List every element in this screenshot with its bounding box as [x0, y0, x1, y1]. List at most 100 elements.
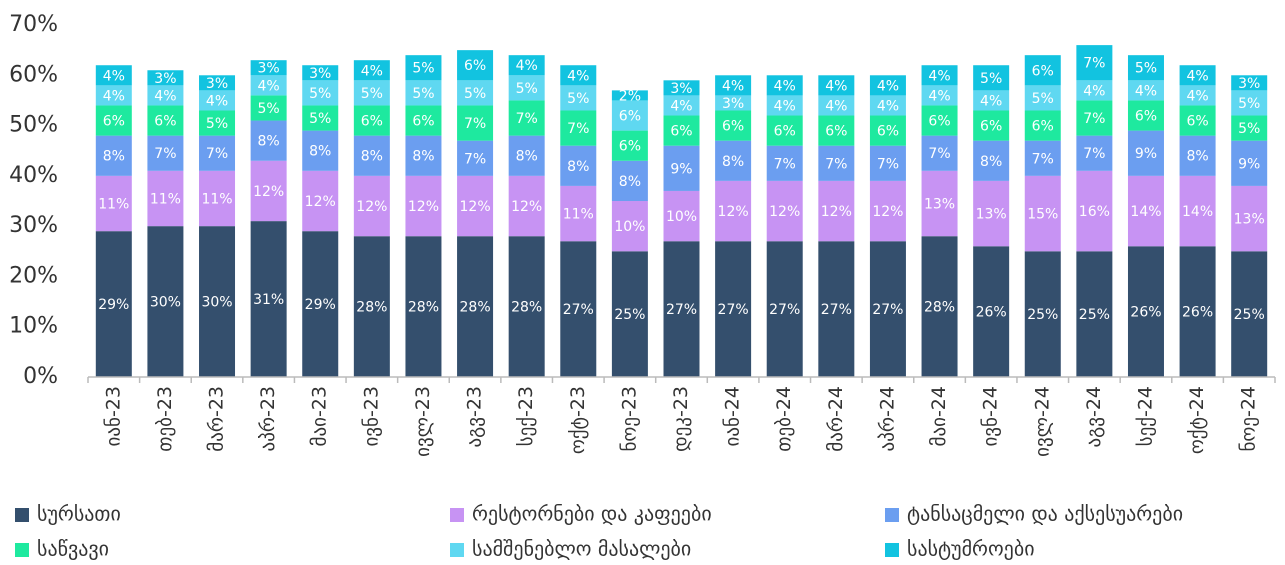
- value-label: 6%: [361, 114, 383, 130]
- x-tick-label: იან-23: [102, 386, 124, 446]
- bar-segment: [353, 236, 390, 377]
- value-label: 4%: [928, 88, 950, 104]
- bar-segment: [95, 85, 132, 106]
- value-label: 6%: [103, 114, 125, 130]
- x-tick-label: დეკ-23: [670, 386, 692, 452]
- value-label: 5%: [1135, 61, 1157, 77]
- value-label: 5%: [516, 81, 538, 97]
- bar-segment: [250, 160, 287, 222]
- bar-segment: [508, 175, 545, 237]
- bar-segment: [869, 145, 906, 181]
- x-tick-label: სექ-24: [1134, 386, 1156, 446]
- bar-segment: [199, 90, 236, 111]
- bar-segment: [715, 75, 752, 96]
- value-label: 6%: [1135, 109, 1157, 125]
- value-label: 4%: [877, 98, 899, 114]
- value-label: 11%: [98, 197, 129, 213]
- bar-segment: [818, 115, 855, 146]
- value-label: 7%: [928, 146, 950, 162]
- bar-segment: [560, 85, 597, 111]
- value-label: 4%: [825, 98, 847, 114]
- value-label: 7%: [877, 156, 899, 172]
- value-label: 13%: [976, 207, 1007, 223]
- value-label: 6%: [154, 114, 176, 130]
- bar-segment: [147, 226, 184, 377]
- value-label: 14%: [1182, 204, 1213, 220]
- value-label: 3%: [670, 81, 692, 97]
- bar-segment: [353, 175, 390, 237]
- x-tick-label: ოქტ-23: [567, 386, 589, 454]
- legend-label: ტანსაცმელი და აქსესუარები: [907, 502, 1183, 526]
- bar-segment: [1179, 65, 1216, 86]
- value-label: 8%: [567, 159, 589, 175]
- value-label: 6%: [928, 114, 950, 130]
- value-label: 4%: [670, 98, 692, 114]
- bar-segment: [818, 95, 855, 116]
- bar-segment: [1127, 130, 1164, 176]
- bar-segment: [663, 241, 700, 377]
- value-label: 6%: [464, 58, 486, 74]
- value-label: 7%: [567, 121, 589, 137]
- value-label: 4%: [774, 98, 796, 114]
- bar-segment: [199, 110, 236, 136]
- bar-segment: [560, 241, 597, 377]
- value-label: 4%: [567, 68, 589, 84]
- value-label: 8%: [516, 149, 538, 165]
- value-label: 25%: [1234, 307, 1265, 323]
- x-tick-label: თებ-24: [773, 386, 795, 452]
- value-label: 5%: [464, 86, 486, 102]
- bar-segment: [921, 170, 958, 237]
- value-label: 28%: [460, 300, 491, 316]
- value-label: 27%: [821, 302, 852, 318]
- y-tick-label: 40%: [9, 163, 58, 188]
- value-label: 6%: [774, 124, 796, 140]
- legend-swatch: [885, 543, 899, 557]
- bar-segment: [611, 160, 648, 201]
- bar-segment: [302, 65, 339, 81]
- value-label: 3%: [206, 76, 228, 92]
- bar-segment: [611, 251, 648, 377]
- value-label: 7%: [464, 151, 486, 167]
- bar-segment: [1076, 251, 1113, 377]
- bar-segment: [302, 231, 339, 377]
- bar-segment: [715, 241, 752, 377]
- value-label: 30%: [201, 295, 232, 311]
- bar-segment: [663, 80, 700, 96]
- bar-segment: [818, 180, 855, 242]
- value-label: 12%: [356, 199, 387, 215]
- value-label: 12%: [718, 204, 749, 220]
- value-label: 4%: [774, 78, 796, 94]
- value-label: 5%: [412, 86, 434, 102]
- bar-segment: [973, 110, 1010, 141]
- bar-segment: [250, 120, 287, 161]
- value-label: 27%: [769, 302, 800, 318]
- bar-segment: [921, 65, 958, 86]
- x-tick-label: აგვ-23: [464, 386, 486, 447]
- legend-swatch: [450, 543, 464, 557]
- value-label: 6%: [619, 109, 641, 125]
- value-label: 7%: [825, 156, 847, 172]
- value-label: 8%: [309, 144, 331, 160]
- y-tick-label: 20%: [9, 263, 58, 288]
- bar-segment: [457, 80, 494, 106]
- value-label: 12%: [872, 204, 903, 220]
- value-label: 12%: [253, 184, 284, 200]
- value-label: 12%: [511, 199, 542, 215]
- bar-segment: [353, 105, 390, 136]
- value-label: 6%: [412, 114, 434, 130]
- value-label: 29%: [305, 297, 336, 313]
- x-tick-label: თებ-23: [154, 386, 176, 452]
- value-label: 15%: [1027, 207, 1058, 223]
- legend-label: სასტუმროები: [907, 537, 1035, 561]
- value-label: 5%: [567, 91, 589, 107]
- value-label: 9%: [1135, 146, 1157, 162]
- x-tick-label: აგვ-24: [1083, 386, 1105, 447]
- legend-swatch: [885, 508, 899, 522]
- bar-segment: [353, 80, 390, 106]
- bar-segment: [921, 105, 958, 136]
- bar-segment: [611, 100, 648, 131]
- value-label: 7%: [774, 156, 796, 172]
- x-tick-label: ივლ-24: [1031, 386, 1053, 457]
- legend-swatch: [15, 508, 29, 522]
- value-label: 5%: [1032, 91, 1054, 107]
